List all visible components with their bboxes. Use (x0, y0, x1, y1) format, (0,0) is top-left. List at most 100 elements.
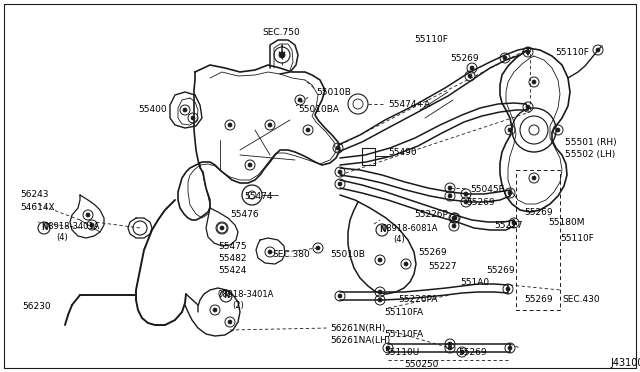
Text: 55501 (RH): 55501 (RH) (565, 138, 616, 147)
Text: 55269: 55269 (418, 248, 447, 257)
Text: 55490: 55490 (388, 148, 417, 157)
Circle shape (404, 262, 408, 266)
Circle shape (248, 163, 252, 167)
Text: 54614X: 54614X (20, 203, 54, 212)
Text: 56230: 56230 (22, 302, 51, 311)
Text: (2): (2) (232, 301, 244, 310)
Text: 55010B: 55010B (316, 88, 351, 97)
Text: 55110F: 55110F (555, 48, 589, 57)
Text: SEC.430: SEC.430 (562, 295, 600, 304)
Text: 08918-6081A: 08918-6081A (382, 224, 438, 233)
Circle shape (532, 80, 536, 84)
Circle shape (452, 224, 456, 228)
Circle shape (228, 123, 232, 127)
Circle shape (526, 50, 530, 54)
Circle shape (338, 294, 342, 298)
Circle shape (220, 226, 224, 230)
Circle shape (503, 56, 507, 60)
Text: SEC.380: SEC.380 (272, 250, 310, 259)
Circle shape (464, 192, 468, 196)
Text: N: N (379, 225, 385, 234)
Circle shape (596, 48, 600, 52)
Circle shape (338, 170, 342, 174)
Circle shape (316, 246, 320, 250)
Text: J43100TJ: J43100TJ (610, 358, 640, 368)
Text: 55474: 55474 (244, 192, 273, 201)
Text: 55110F: 55110F (560, 234, 594, 243)
Text: 55424: 55424 (218, 266, 246, 275)
Text: 55269: 55269 (524, 295, 552, 304)
Text: 56261NA(LH): 56261NA(LH) (330, 336, 390, 345)
Circle shape (279, 52, 285, 58)
Circle shape (378, 290, 382, 294)
Text: 55482: 55482 (218, 254, 246, 263)
Circle shape (298, 98, 302, 102)
Text: 55180M: 55180M (548, 218, 584, 227)
Circle shape (268, 250, 272, 254)
Circle shape (306, 128, 310, 132)
Circle shape (213, 308, 217, 312)
Circle shape (268, 123, 272, 127)
Circle shape (386, 346, 390, 350)
Circle shape (506, 287, 510, 291)
Text: 55110FA: 55110FA (384, 308, 423, 317)
Text: 55010B: 55010B (330, 250, 365, 259)
Text: N: N (41, 224, 47, 232)
Text: 55045E: 55045E (470, 185, 504, 194)
Circle shape (378, 258, 382, 262)
Text: 55010BA: 55010BA (298, 105, 339, 114)
Text: N: N (223, 292, 229, 301)
Circle shape (86, 213, 90, 217)
Circle shape (460, 350, 464, 354)
Circle shape (512, 221, 516, 225)
Text: 55475: 55475 (218, 242, 246, 251)
Circle shape (353, 99, 363, 109)
Circle shape (508, 191, 512, 195)
Text: 55474+A: 55474+A (388, 100, 430, 109)
Text: 08918-3401A: 08918-3401A (218, 290, 275, 299)
Text: SEC.750: SEC.750 (262, 28, 300, 37)
Circle shape (508, 346, 512, 350)
Text: 55110F: 55110F (414, 35, 448, 44)
Circle shape (90, 223, 94, 227)
Circle shape (448, 186, 452, 190)
Text: 55269: 55269 (486, 266, 515, 275)
Text: 55110U: 55110U (384, 348, 419, 357)
Circle shape (183, 108, 187, 112)
Circle shape (529, 125, 539, 135)
Text: 55110FA: 55110FA (384, 330, 423, 339)
Text: 55226P: 55226P (414, 210, 448, 219)
Circle shape (378, 298, 382, 302)
Circle shape (191, 116, 195, 120)
Text: 08918-3401A: 08918-3401A (44, 222, 100, 231)
Text: 55269: 55269 (466, 198, 495, 207)
Circle shape (452, 216, 456, 220)
Circle shape (556, 128, 560, 132)
Circle shape (470, 66, 474, 70)
Circle shape (526, 105, 530, 109)
Circle shape (453, 216, 457, 220)
Text: 55269: 55269 (450, 54, 479, 63)
Text: 55269: 55269 (458, 348, 486, 357)
Text: (4): (4) (393, 235, 404, 244)
Text: 55502 (LH): 55502 (LH) (565, 150, 615, 159)
Text: 550250: 550250 (404, 360, 438, 369)
Text: (4): (4) (56, 233, 68, 242)
Circle shape (448, 194, 452, 198)
Circle shape (448, 346, 452, 350)
Text: 55227: 55227 (494, 221, 522, 230)
Text: 55269: 55269 (524, 208, 552, 217)
Text: 55400: 55400 (138, 105, 166, 114)
Text: 55227: 55227 (428, 262, 456, 271)
Circle shape (338, 182, 342, 186)
Text: 55226PA: 55226PA (398, 295, 437, 304)
Circle shape (464, 200, 468, 204)
Circle shape (532, 176, 536, 180)
Text: 55476: 55476 (230, 210, 259, 219)
Circle shape (248, 191, 256, 199)
Text: 56261N(RH): 56261N(RH) (330, 324, 385, 333)
Circle shape (448, 342, 452, 346)
Circle shape (508, 128, 512, 132)
Circle shape (228, 320, 232, 324)
Circle shape (468, 74, 472, 78)
